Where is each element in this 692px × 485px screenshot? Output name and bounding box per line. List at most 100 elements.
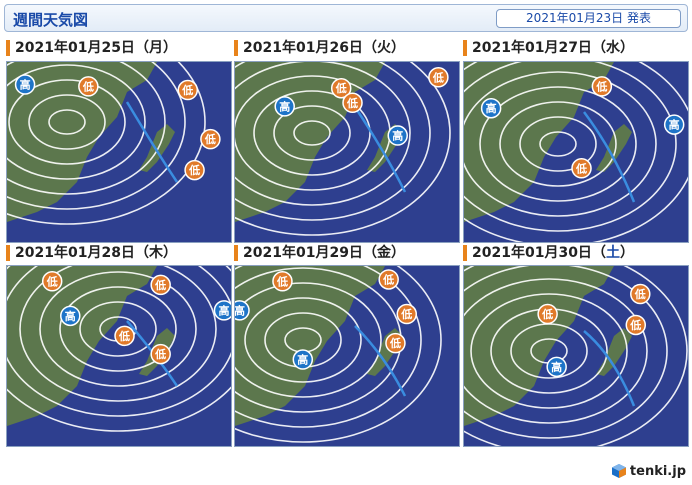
low-pressure-marker: 低 <box>537 303 558 325</box>
cold-front-line <box>125 101 179 183</box>
high-label: 高 <box>551 360 562 374</box>
low-label: 低 <box>82 79 94 93</box>
panel-date: 2021年01月27日 <box>472 40 592 56</box>
high-label: 高 <box>235 303 245 317</box>
low-pressure-marker: 低 <box>630 283 651 305</box>
issued-date-badge: 2021年01月23日 発表 <box>496 9 681 28</box>
weather-map-1[interactable]: 高低低低低 <box>6 61 232 243</box>
weather-map-6[interactable]: 高低低低 <box>463 265 689 447</box>
low-label: 低 <box>118 329 130 343</box>
isobar-line <box>59 286 177 372</box>
low-pressure-marker: 低 <box>200 128 221 150</box>
low-pressure-marker: 低 <box>150 343 171 365</box>
low-label: 低 <box>154 278 166 292</box>
low-label: 低 <box>188 163 200 177</box>
low-pressure-marker: 低 <box>625 314 647 336</box>
japan-islands <box>596 124 632 172</box>
high-label: 高 <box>279 99 290 113</box>
weather-map-2[interactable]: 高高低低低 <box>234 61 460 243</box>
isobar-line <box>235 266 422 428</box>
paren-open: （ <box>362 245 377 261</box>
isobar-line <box>7 62 186 210</box>
low-pressure-marker: 低 <box>385 332 406 354</box>
low-label: 低 <box>629 318 641 332</box>
low-pressure-marker: 低 <box>571 158 592 179</box>
day-of-week: 水 <box>605 40 620 56</box>
isobar-line <box>235 62 431 221</box>
isobar-line <box>19 266 217 402</box>
isobar-line <box>79 301 157 357</box>
high-pressure-marker: 高 <box>60 305 81 327</box>
low-pressure-marker: 低 <box>396 303 418 325</box>
isobar-line <box>464 71 657 217</box>
weather-map-5[interactable]: 高高低低低低 <box>234 265 460 447</box>
weather-map-4[interactable]: 高高低低低低 <box>6 265 232 447</box>
high-pressure-marker: 高 <box>663 114 685 135</box>
logo-text: tenki.jp <box>629 463 686 479</box>
high-pressure-marker: 高 <box>292 349 314 370</box>
low-pressure-marker: 低 <box>177 79 199 101</box>
land-mass <box>235 266 385 426</box>
weather-map-svg: 高高低 低低低 <box>7 266 231 446</box>
low-label: 低 <box>276 274 288 288</box>
high-pressure-marker: 高 <box>480 97 502 119</box>
isobar-line <box>235 282 382 398</box>
high-pressure-marker: 高 <box>235 300 250 321</box>
low-label: 低 <box>154 347 166 361</box>
high-label: 高 <box>218 303 229 317</box>
isobar-line <box>7 266 231 417</box>
paren-close: ） <box>390 245 405 261</box>
isobar-line <box>273 105 351 161</box>
paren-open: （ <box>362 40 377 56</box>
low-label: 低 <box>541 307 553 321</box>
day-of-week: 木 <box>148 245 163 261</box>
isobar-line <box>464 278 648 424</box>
low-pressure-marker: 低 <box>330 77 352 99</box>
high-pressure-marker: 高 <box>387 125 408 146</box>
panel-title-5: 2021年01月29日（金） <box>234 243 405 263</box>
isobar-line <box>470 293 628 409</box>
panel-title-1: 2021年01月25日（月） <box>6 38 177 58</box>
low-label: 低 <box>46 274 58 288</box>
panel-title-2: 2021年01月26日（火） <box>234 38 405 58</box>
low-pressure-marker: 低 <box>591 76 613 97</box>
day-of-week: 土 <box>605 245 620 261</box>
day-of-week: 金 <box>376 245 391 261</box>
weather-map-3[interactable]: 高高低低 <box>463 61 689 243</box>
isobar-line <box>479 86 637 202</box>
isobar-line <box>7 266 231 432</box>
day-of-week: 月 <box>148 40 163 56</box>
panel-title-4: 2021年01月28日（木） <box>6 243 177 263</box>
isobar-line <box>48 109 86 135</box>
high-label: 高 <box>20 78 31 92</box>
panel-date: 2021年01月29日 <box>243 245 363 261</box>
isobar-line <box>7 62 166 195</box>
low-pressure-marker: 低 <box>114 325 135 347</box>
low-label: 低 <box>382 272 394 286</box>
tenki-logo-icon <box>611 464 626 478</box>
isobar-line <box>539 131 577 157</box>
isobar-line <box>464 266 668 439</box>
low-label: 低 <box>634 287 646 301</box>
low-label: 低 <box>204 132 216 146</box>
low-label: 低 <box>335 81 347 95</box>
cold-front-line <box>582 111 636 203</box>
isobar-line <box>244 297 362 383</box>
weather-map-svg: 高低低低低 <box>7 62 231 242</box>
isobar-line <box>8 79 126 165</box>
paren-open: （ <box>134 40 149 56</box>
isobar-line <box>235 62 451 236</box>
tenki-logo[interactable]: tenki.jp <box>611 463 686 479</box>
cold-front-line <box>354 325 407 397</box>
panel-date: 2021年01月26日 <box>243 40 363 56</box>
panel-title-3: 2021年01月27日（水） <box>463 38 634 58</box>
low-label: 低 <box>400 307 412 321</box>
isobar-line <box>499 101 617 187</box>
high-label: 高 <box>392 129 403 143</box>
low-pressure-marker: 低 <box>342 92 363 114</box>
paren-close: ） <box>162 40 177 56</box>
panel-date: 2021年01月25日 <box>15 40 135 56</box>
low-pressure-marker: 低 <box>78 76 99 97</box>
